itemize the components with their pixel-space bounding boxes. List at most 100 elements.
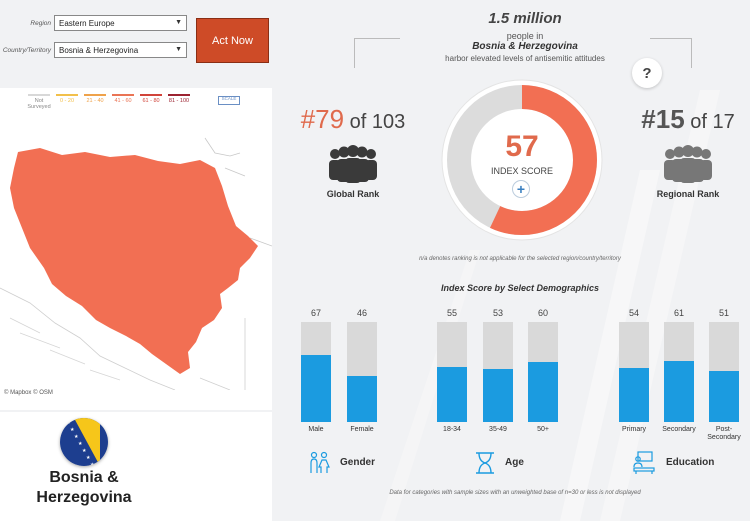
bosnia-herzegovina-shape[interactable] [10, 148, 258, 374]
legend-label: 81 - 100 [168, 98, 190, 104]
bar-track [301, 322, 331, 422]
islands [9, 317, 121, 381]
legend-item[interactable]: Not Surveyed [27, 94, 51, 110]
bar-label: Secondary [662, 426, 696, 433]
country-name-line1: Bosnia & [49, 469, 119, 486]
legend-label: Not Surveyed [27, 98, 51, 110]
bar-value: 53 [492, 308, 503, 318]
bar-track [528, 322, 558, 422]
legend-label: 0 - 20 [59, 98, 75, 104]
people-group-icon [329, 145, 377, 183]
bar-female[interactable]: 46 Female [347, 308, 377, 434]
bar-label: Male [308, 426, 324, 433]
headline-country: Bosnia & Herzegovina [472, 41, 578, 52]
region-select[interactable]: Eastern Europe ▼ [54, 15, 187, 31]
classroom-icon [633, 451, 655, 474]
donut-center: 57 INDEX SCORE [437, 75, 607, 245]
bar-track [664, 322, 694, 422]
legend-label: 21 - 40 [86, 98, 104, 104]
act-now-button[interactable]: Act Now [196, 18, 269, 63]
bar-primary[interactable]: 54 Primary [619, 308, 649, 434]
legend-swatch [168, 94, 190, 96]
chevron-down-icon: ▼ [175, 19, 182, 26]
legend-swatch [28, 94, 50, 96]
bar-track [619, 322, 649, 422]
bar-secondary[interactable]: 61 Secondary [662, 308, 695, 434]
region-select-value: Eastern Europe [59, 19, 115, 28]
education-group-label: Education [666, 457, 715, 468]
bar-value: 61 [673, 308, 684, 318]
legend-item[interactable]: 41 - 60 [112, 94, 134, 110]
bar-label: 18-34 [443, 426, 461, 433]
svg-text:★: ★ [82, 448, 87, 454]
age-group-label: Age [505, 457, 524, 468]
legend-item[interactable]: 21 - 40 [84, 94, 106, 110]
svg-text:★: ★ [66, 420, 71, 426]
country-filter-row: Country/Territory Bosnia & Herzegovina ▼ [0, 41, 195, 59]
gender-icon [310, 451, 330, 473]
global-rank-block: #79 of 103 Global Rank [283, 104, 423, 199]
bar-value: 67 [310, 308, 321, 318]
bar-age-35-49[interactable]: 53 35-49 [483, 308, 513, 434]
map-panel[interactable]: Not Surveyed 0 - 20 21 - 40 41 - 60 61 - 80 8… [0, 88, 272, 410]
filter-panel: Region Eastern Europe ▼ Country/Territor… [0, 14, 195, 68]
regional-rank-block: #15 of 17 Regional Rank [618, 104, 750, 199]
regional-rank-number: #15 [641, 104, 685, 134]
regional-rank-line: #15 of 17 [618, 104, 750, 135]
legend-item[interactable]: 0 - 20 [56, 94, 78, 110]
legend-item[interactable]: 61 - 80 [140, 94, 162, 110]
svg-text:★: ★ [86, 455, 91, 461]
legend-swatch [112, 94, 134, 96]
bar-age-18-34[interactable]: 55 18-34 [437, 308, 467, 434]
coastline [0, 287, 176, 390]
people-group-icon [664, 145, 712, 183]
bar-track [483, 322, 513, 422]
index-score-donut: 57 INDEX SCORE + [437, 75, 607, 245]
bosnia-flag-icon: ★ ★ ★ ★ ★ ★ ★ [60, 418, 108, 466]
svg-text:★: ★ [70, 427, 75, 433]
chevron-down-icon: ▼ [175, 46, 182, 53]
bar-value: 54 [628, 308, 639, 318]
legend-swatch [84, 94, 106, 96]
bar-track [437, 322, 467, 422]
bar-male[interactable]: 67 Male [301, 308, 331, 434]
na-note: n/a denotes ranking is not applicable fo… [419, 256, 621, 262]
headline-line1: people in [506, 31, 544, 41]
gender-group-label: Gender [340, 457, 376, 468]
bar-age-50-plus[interactable]: 60 50+ [528, 308, 558, 434]
svg-text:★: ★ [74, 434, 79, 440]
expand-plus-icon[interactable]: + [512, 180, 530, 198]
country-select-value: Bosnia & Herzegovina [59, 46, 139, 55]
map-legend: Not Surveyed 0 - 20 21 - 40 41 - 60 61 - 80 8… [27, 94, 190, 110]
svg-text:★: ★ [78, 441, 83, 447]
bar-fill [709, 371, 739, 422]
bar-post-secondary[interactable]: 51 Post-Secondary [707, 308, 740, 442]
donut-chart [441, 79, 603, 241]
global-rank-of: of 103 [349, 111, 406, 133]
bar-fill [528, 362, 558, 422]
country-select[interactable]: Bosnia & Herzegovina ▼ [54, 42, 187, 58]
map-credit: © Mapbox © OSM [4, 390, 53, 396]
legend-item[interactable]: 81 - 100 [168, 94, 190, 110]
donut-score-arc [447, 85, 597, 235]
bar-fill [437, 367, 467, 422]
bar-label: 50+ [537, 426, 549, 433]
legend-label: 41 - 60 [114, 98, 132, 104]
bar-fill [483, 369, 513, 422]
bar-fill [347, 376, 377, 422]
scale-icon[interactable]: SCALE [218, 96, 240, 105]
bar-track [347, 322, 377, 422]
country-map[interactable] [0, 128, 272, 390]
global-rank-number: #79 [300, 104, 345, 134]
svg-text:★: ★ [90, 462, 95, 466]
bar-fill [664, 361, 694, 422]
headline-number: 1.5 million [488, 10, 562, 27]
headline-bracket-left [354, 38, 400, 68]
neighbor-border [199, 318, 246, 390]
global-rank-label: Global Rank [326, 189, 380, 199]
bar-fill [301, 355, 331, 422]
country-card: ★ ★ ★ ★ ★ ★ ★ Bosnia & Herzegovina [0, 412, 272, 521]
legend-swatch [56, 94, 78, 96]
help-icon[interactable]: ? [632, 58, 662, 88]
bar-label: Post-Secondary [707, 426, 741, 441]
